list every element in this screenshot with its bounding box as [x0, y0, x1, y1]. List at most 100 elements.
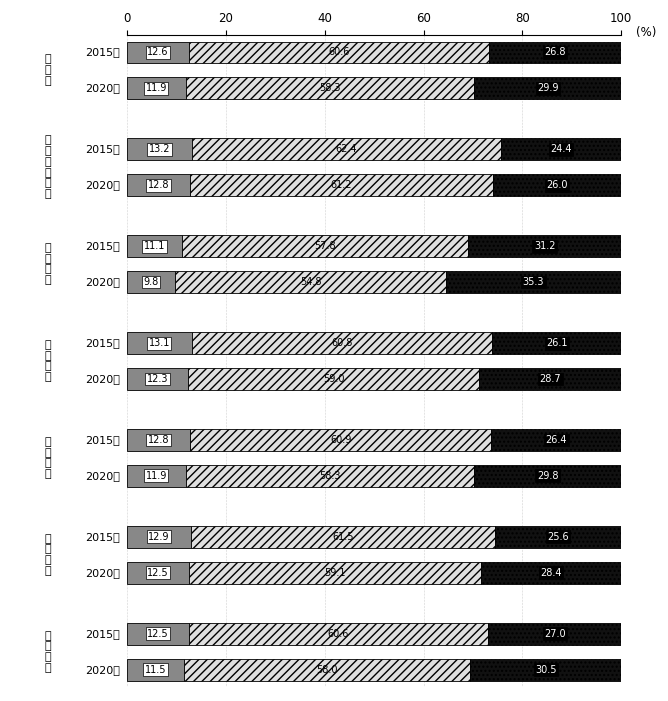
- Text: 2015年: 2015年: [85, 338, 120, 348]
- Bar: [189, 562, 481, 584]
- Bar: [127, 465, 186, 486]
- Text: 2020年: 2020年: [85, 277, 120, 287]
- Bar: [189, 623, 488, 645]
- Bar: [468, 236, 622, 257]
- Bar: [493, 175, 621, 196]
- Text: 11.5: 11.5: [144, 665, 166, 675]
- Text: 11.9: 11.9: [146, 83, 167, 93]
- Text: 61.5: 61.5: [332, 532, 353, 542]
- Bar: [176, 271, 446, 293]
- Bar: [186, 77, 474, 99]
- Text: 26.4: 26.4: [546, 435, 567, 445]
- Text: 県
央
地
域: 県 央 地 域: [45, 340, 51, 382]
- Text: 2020年: 2020年: [85, 180, 120, 190]
- Text: 29.8: 29.8: [537, 471, 558, 481]
- Bar: [190, 429, 491, 451]
- Text: 13.1: 13.1: [148, 338, 170, 348]
- Text: 12.8: 12.8: [148, 435, 169, 445]
- Bar: [489, 41, 621, 63]
- Text: 59.1: 59.1: [324, 568, 345, 578]
- Bar: [188, 368, 480, 390]
- Text: 2020年: 2020年: [85, 83, 120, 93]
- Text: 58.0: 58.0: [317, 665, 338, 675]
- Text: 12.6: 12.6: [148, 47, 169, 57]
- Bar: [481, 562, 621, 584]
- Text: 2015年: 2015年: [85, 144, 120, 154]
- Text: 13.2: 13.2: [149, 144, 170, 154]
- Text: 58.3: 58.3: [319, 471, 341, 481]
- Text: 27.0: 27.0: [544, 629, 566, 639]
- Text: 2015年: 2015年: [85, 47, 120, 57]
- Bar: [480, 368, 621, 390]
- Bar: [127, 271, 176, 293]
- Text: 2015年: 2015年: [85, 629, 120, 639]
- Text: 2015年: 2015年: [85, 241, 120, 251]
- Bar: [184, 659, 470, 681]
- Text: 鹿
行
地
域: 鹿 行 地 域: [45, 437, 51, 479]
- Bar: [127, 236, 182, 257]
- Text: 2015年: 2015年: [85, 435, 120, 445]
- Text: 28.4: 28.4: [540, 568, 562, 578]
- Text: 11.9: 11.9: [146, 471, 167, 481]
- Text: 2015年: 2015年: [85, 532, 120, 542]
- Text: 31.2: 31.2: [534, 241, 555, 251]
- Bar: [488, 623, 622, 645]
- Text: 60.9: 60.9: [330, 435, 351, 445]
- Text: 30.5: 30.5: [535, 665, 556, 675]
- Text: 61.2: 61.2: [331, 180, 352, 190]
- Text: 12.3: 12.3: [146, 374, 168, 384]
- Bar: [190, 175, 493, 196]
- Text: 28.7: 28.7: [540, 374, 561, 384]
- Bar: [192, 138, 500, 160]
- Bar: [190, 526, 495, 547]
- Bar: [127, 623, 189, 645]
- Text: 9.8: 9.8: [144, 277, 159, 287]
- Bar: [470, 659, 621, 681]
- Text: 62.4: 62.4: [335, 144, 357, 154]
- Bar: [127, 332, 192, 354]
- Text: 60.6: 60.6: [328, 47, 349, 57]
- Text: 人
口
集
中
地
区: 人 口 集 中 地 区: [45, 135, 51, 199]
- Text: 60.6: 60.6: [328, 629, 349, 639]
- Bar: [192, 332, 492, 354]
- Bar: [127, 138, 192, 160]
- Bar: [127, 41, 189, 63]
- Text: 県
北
地
域: 県 北 地 域: [45, 243, 51, 285]
- Bar: [495, 526, 621, 547]
- Text: 26.0: 26.0: [546, 180, 568, 190]
- Text: 2020年: 2020年: [85, 374, 120, 384]
- Bar: [127, 429, 190, 451]
- Text: 29.9: 29.9: [537, 83, 558, 93]
- Text: 59.0: 59.0: [323, 374, 344, 384]
- Text: 35.3: 35.3: [523, 277, 544, 287]
- Bar: [127, 77, 186, 99]
- Text: 県
南
地
域: 県 南 地 域: [45, 533, 51, 576]
- Bar: [446, 271, 621, 293]
- Text: 2020年: 2020年: [85, 471, 120, 481]
- Text: 26.8: 26.8: [544, 47, 566, 57]
- Text: 12.5: 12.5: [147, 568, 168, 578]
- Bar: [182, 236, 468, 257]
- Text: 11.1: 11.1: [144, 241, 165, 251]
- Text: 2020年: 2020年: [85, 568, 120, 578]
- Bar: [500, 138, 621, 160]
- Bar: [127, 526, 190, 547]
- Bar: [127, 659, 184, 681]
- Bar: [474, 77, 622, 99]
- Text: 12.5: 12.5: [147, 629, 168, 639]
- Bar: [127, 368, 188, 390]
- Text: 57.8: 57.8: [314, 241, 335, 251]
- Bar: [474, 465, 621, 486]
- Text: (%): (%): [636, 27, 657, 39]
- Text: 24.4: 24.4: [550, 144, 572, 154]
- Text: 54.8: 54.8: [300, 277, 321, 287]
- Bar: [491, 429, 622, 451]
- Text: 2020年: 2020年: [85, 665, 120, 675]
- Text: 60.8: 60.8: [331, 338, 353, 348]
- Text: 25.6: 25.6: [547, 532, 568, 542]
- Bar: [127, 562, 189, 584]
- Bar: [492, 332, 621, 354]
- Text: 県
西
地
域: 県 西 地 域: [45, 631, 51, 673]
- Bar: [127, 175, 190, 196]
- Text: 茨
城
県: 茨 城 県: [45, 55, 51, 86]
